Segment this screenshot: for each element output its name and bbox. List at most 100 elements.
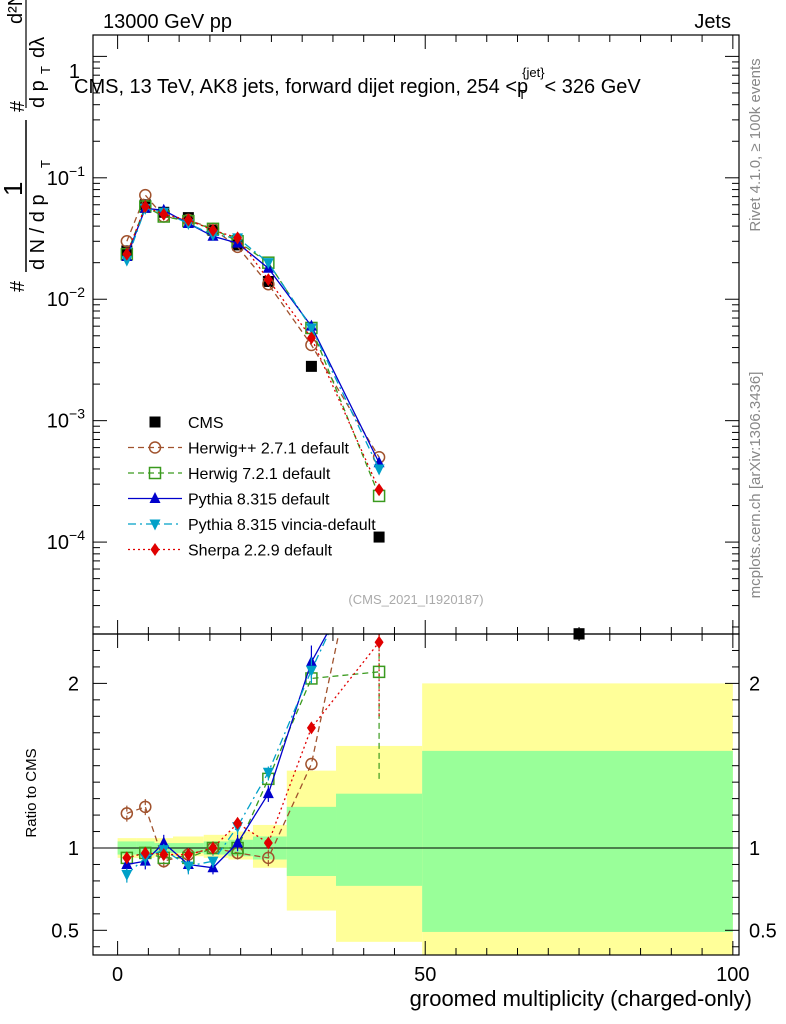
ratio-ytick-label-left-0: 0.5 bbox=[51, 920, 79, 942]
legend-label-herwig-2-7-1-default: Herwig++ 2.7.1 default bbox=[188, 441, 350, 458]
main-ytick-label-0: 10−1 bbox=[47, 163, 85, 190]
main-point-sherpa-2-2-9-default-3 bbox=[183, 213, 193, 227]
main-series-layer bbox=[120, 188, 585, 640]
main-ytick-label-2: 10−3 bbox=[47, 406, 85, 433]
ratio-point-sherpa-2-2-9-default-2 bbox=[159, 848, 169, 862]
main-point-sherpa-2-2-9-default-0 bbox=[122, 247, 132, 261]
main-point-sherpa-2-2-9-default-5 bbox=[233, 231, 243, 245]
ratio-series-clip bbox=[120, 611, 585, 883]
main-ytop-label: 1 bbox=[69, 61, 80, 83]
chart-title-sup: {jet} bbox=[522, 65, 545, 80]
ratio-point-pythia-8-315-vincia-default-7 bbox=[305, 665, 317, 677]
main-point-pythia-8-315-vincia-default-7 bbox=[305, 323, 317, 335]
svg-text:#: # bbox=[7, 280, 29, 292]
rivet-version-label: Rivet 4.1.0, ≥ 100k events bbox=[747, 58, 764, 231]
svg-text:d²N: d²N bbox=[5, 0, 27, 24]
band-group bbox=[93, 683, 739, 955]
chart-title: CMS, 13 TeV, AK8 jets, forward dijet reg… bbox=[74, 65, 641, 102]
legend-marker-sherpa-2-2-9-default bbox=[150, 543, 160, 556]
legend-label-sherpa-2-2-9-default: Sherpa 2.2.9 default bbox=[188, 543, 333, 560]
ratio-line-sherpa-2-2-9-default bbox=[126, 641, 380, 859]
main-point-cms-7 bbox=[305, 360, 317, 372]
ratio-xtick-label-0: 0 bbox=[112, 964, 123, 986]
ratio-ytick-label-right-0: 0.5 bbox=[749, 920, 777, 942]
ratio-point-pythia-8-315-vincia-default-6 bbox=[262, 767, 274, 779]
svg-text:#: # bbox=[7, 100, 29, 112]
ratio-xtick-label-2: 100 bbox=[716, 964, 749, 986]
ratio-point-herwig-7-2-1-default-8 bbox=[372, 665, 386, 679]
ratio-ytick-label-right-1: 1 bbox=[749, 838, 760, 860]
legend-label-herwig-7-2-1-default: Herwig 7.2.1 default bbox=[188, 466, 331, 483]
ratio-point-sherpa-2-2-9-default-6 bbox=[263, 836, 273, 850]
ratio-xlabel: groomed multiplicity (charged-only) bbox=[410, 986, 752, 1011]
svg-text:1: 1 bbox=[0, 182, 28, 196]
ratio-point-pythia-8-315-vincia-default-3 bbox=[182, 861, 194, 873]
ratio-ytick-label-left-1: 1 bbox=[68, 838, 79, 860]
ratio-point-sherpa-2-2-9-default-5 bbox=[233, 816, 243, 830]
main-point-sherpa-2-2-9-default-6 bbox=[263, 273, 273, 287]
ratio-line-herwig-2-7-1-default bbox=[126, 634, 340, 862]
category-label: Jets bbox=[694, 11, 731, 33]
main-line-pythia-8-315-default bbox=[126, 207, 380, 464]
ratio-point-pythia-8-315-vincia-default-0 bbox=[121, 869, 133, 881]
main-line-pythia-8-315-vincia-default bbox=[126, 207, 380, 470]
ratio-series-layer bbox=[120, 611, 585, 883]
ratio-point-herwig-2-7-1-default-7 bbox=[305, 757, 318, 771]
main-point-sherpa-2-2-9-default-7 bbox=[306, 331, 316, 345]
energy-label: 13000 GeV pp bbox=[103, 11, 232, 33]
ratio-point-herwig-2-7-1-default-8 bbox=[337, 612, 348, 623]
main-point-sherpa-2-2-9-default-1 bbox=[140, 200, 150, 214]
legend-marker-herwig-2-7-1-default bbox=[148, 441, 162, 454]
ratio-point-pythia-8-315-default-2 bbox=[158, 836, 170, 848]
ratio-point-pythia-8-315-vincia-default-4 bbox=[207, 856, 219, 868]
ratio-point-sherpa-2-2-9-default-4 bbox=[208, 841, 218, 855]
legend-marker-pythia-8-315-vincia-default bbox=[149, 519, 161, 531]
ratio-frame bbox=[92, 633, 740, 956]
main-point-herwig-2-7-1-default-1 bbox=[139, 188, 152, 202]
ratio-point-sherpa-2-2-9-default-1 bbox=[140, 846, 150, 860]
main-series-clip bbox=[120, 188, 585, 640]
ratio-ytick-label-left-2: 2 bbox=[68, 673, 79, 695]
main-ytick-label-3: 10−4 bbox=[47, 527, 85, 554]
ratio-point-sherpa-2-2-9-default-7 bbox=[306, 721, 316, 735]
analysis-id: (CMS_2021_I1920187) bbox=[348, 592, 483, 607]
legend-label-pythia-8-315-default: Pythia 8.315 default bbox=[188, 492, 330, 509]
main-point-sherpa-2-2-9-default-4 bbox=[208, 223, 218, 237]
legend-label-pythia-8-315-vincia-default: Pythia 8.315 vincia-default bbox=[188, 517, 376, 534]
ratio-point-pythia-8-315-default-6 bbox=[262, 787, 274, 799]
legend: CMS Herwig++ 2.7.1 default Herwig 7.2.1 de… bbox=[128, 415, 376, 560]
legend-marker-herwig-7-2-1-default bbox=[148, 466, 162, 480]
svg-text:d N / d p: d N / d p bbox=[27, 194, 49, 270]
band-inner-7 bbox=[286, 806, 337, 876]
ratio-point-pythia-8-315-default-8 bbox=[331, 611, 342, 622]
svg-text:T: T bbox=[38, 66, 53, 74]
chart-title-main: CMS, 13 TeV, AK8 jets, forward dijet reg… bbox=[74, 76, 517, 98]
main-point-pythia-8-315-vincia-default-6 bbox=[262, 258, 274, 270]
main-point-sherpa-2-2-9-default-8 bbox=[374, 483, 384, 497]
main-point-cms-8 bbox=[373, 531, 385, 543]
main-ytick-label-1: 10−2 bbox=[47, 284, 85, 311]
ratio-point-herwig-2-7-1-default-6 bbox=[262, 851, 275, 865]
ratio-point-sherpa-2-2-9-default-8 bbox=[374, 635, 384, 649]
chart-title-end: < 326 GeV bbox=[545, 76, 642, 98]
main-line-herwig-2-7-1-default bbox=[126, 193, 380, 458]
svg-text:d p: d p bbox=[27, 80, 49, 108]
main-point-pythia-8-315-vincia-default-8 bbox=[373, 464, 385, 476]
chart-title-p: p bbox=[517, 76, 528, 98]
ratio-point-sherpa-2-2-9-default-3 bbox=[183, 848, 193, 862]
band-inner-8 bbox=[336, 793, 423, 886]
ratio-ylabel: Ratio to CMS bbox=[23, 748, 40, 837]
legend-label-cms: CMS bbox=[188, 415, 224, 432]
legend-marker-cms bbox=[149, 416, 161, 428]
ratio-point-herwig-2-7-1-default-0 bbox=[120, 807, 134, 820]
ratio-point-herwig-2-7-1-default-1 bbox=[139, 800, 152, 814]
band-inner-9 bbox=[422, 750, 733, 932]
main-point-pythia-8-315-vincia-default-0 bbox=[121, 255, 133, 267]
ratio-line-pythia-8-315-vincia-default bbox=[126, 634, 330, 875]
ratio-point-pythia-8-315-vincia-default-8 bbox=[331, 613, 342, 624]
svg-text:T: T bbox=[38, 160, 53, 168]
ratio-ytick-label-right-2: 2 bbox=[749, 673, 760, 695]
chart-title-sub: T bbox=[518, 87, 526, 102]
